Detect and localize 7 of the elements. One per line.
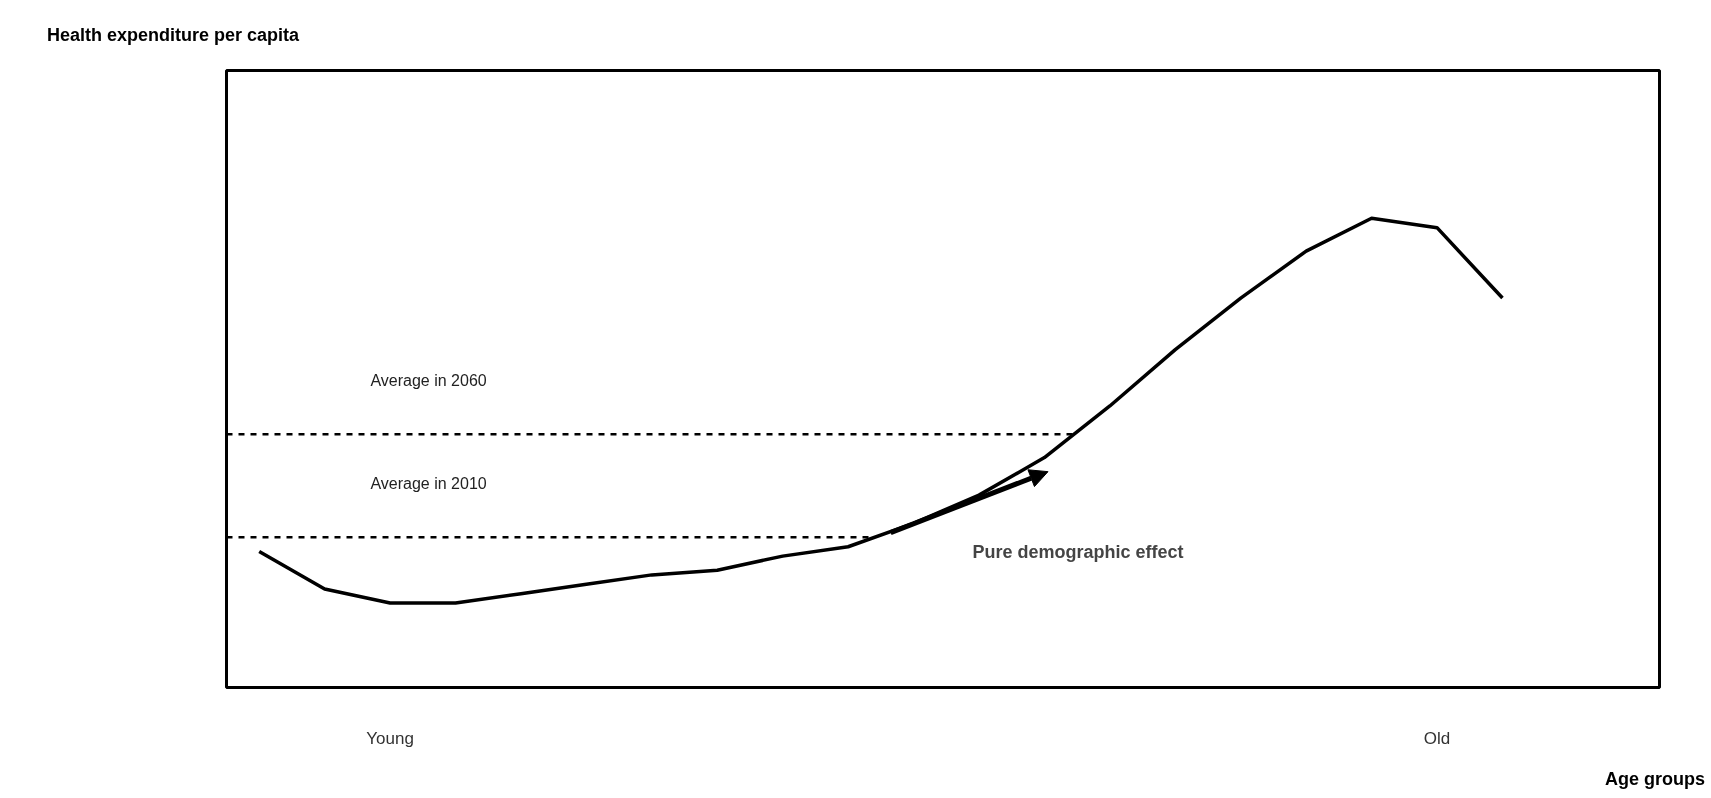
x-tick-label: Old (1423, 728, 1451, 748)
x-tick-label: Young (366, 728, 414, 748)
ref-line-label: Average in 2060 (370, 372, 487, 390)
ref-line-label: Average in 2010 (370, 475, 487, 493)
x-axis-title: Age groups (1604, 768, 1705, 791)
annotation: Pure demographic effect (972, 542, 1184, 563)
chart-title: Health expenditure per capita (47, 24, 300, 47)
